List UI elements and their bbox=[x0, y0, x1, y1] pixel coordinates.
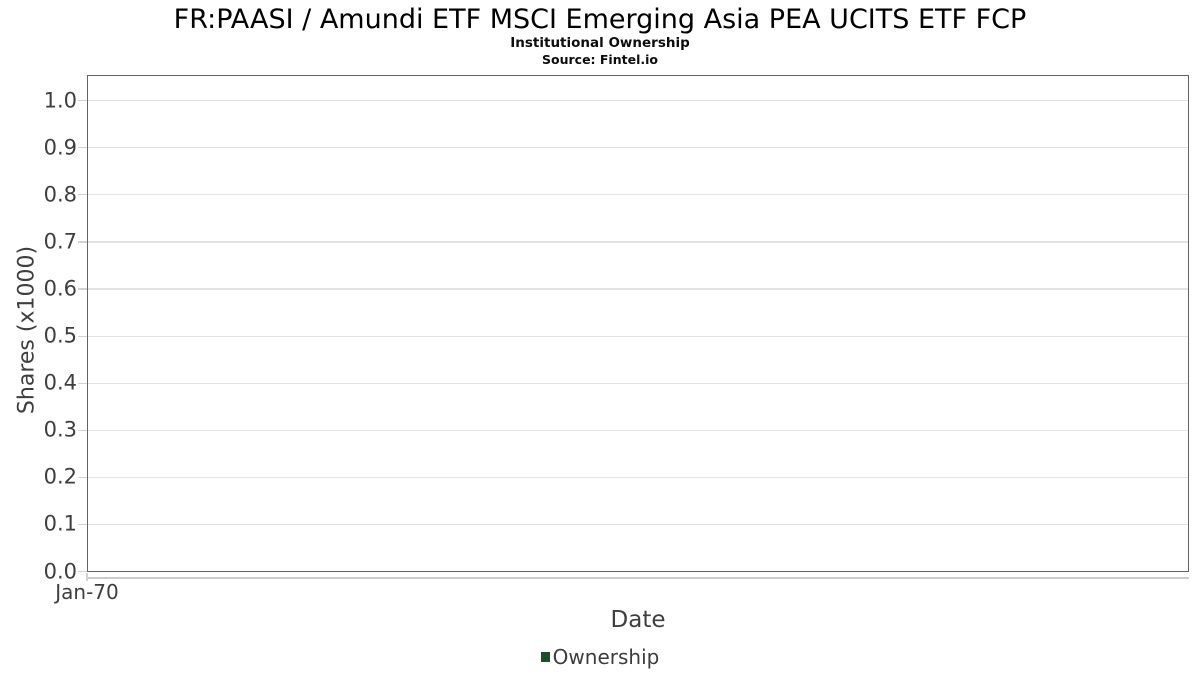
y-tick-mark bbox=[78, 429, 87, 431]
gridline bbox=[88, 335, 1188, 337]
y-tick-mark bbox=[78, 100, 87, 102]
y-tick-mark bbox=[78, 382, 87, 384]
x-axis-line bbox=[87, 577, 1189, 579]
y-tick-mark bbox=[78, 523, 87, 526]
x-axis-title: Date bbox=[610, 607, 666, 633]
y-tick-label: 0.8 bbox=[43, 182, 77, 207]
gridline bbox=[88, 147, 1188, 149]
chart-source: Source: Fintel.io bbox=[542, 52, 658, 67]
y-tick-label: 0.1 bbox=[43, 511, 77, 536]
gridline bbox=[88, 476, 1188, 479]
x-tick-mark bbox=[86, 573, 88, 581]
legend-label-ownership: Ownership bbox=[552, 645, 660, 669]
y-tick-mark bbox=[78, 476, 87, 479]
y-tick-label: 0.7 bbox=[43, 229, 77, 254]
gridline bbox=[88, 429, 1188, 431]
y-tick-mark bbox=[78, 194, 87, 196]
y-tick-mark bbox=[78, 147, 87, 149]
gridline bbox=[88, 100, 1188, 102]
y-tick-mark bbox=[78, 288, 87, 290]
y-tick-label: 0.2 bbox=[43, 464, 77, 489]
legend-marker-square-icon bbox=[540, 652, 550, 662]
plot-area bbox=[87, 75, 1189, 572]
y-tick-mark bbox=[78, 241, 87, 243]
chart-subtitle: Institutional Ownership bbox=[510, 35, 690, 51]
gridline bbox=[88, 194, 1188, 196]
legend-item-ownership: Ownership bbox=[540, 645, 660, 669]
y-tick-label: 0.0 bbox=[43, 559, 77, 584]
y-tick-label: 0.6 bbox=[43, 276, 77, 301]
y-tick-label: 1.0 bbox=[43, 88, 77, 113]
chart-title: FR:PAASI / Amundi ETF MSCI Emerging Asia… bbox=[173, 4, 1027, 35]
gridline bbox=[88, 241, 1188, 243]
y-tick-label: 0.5 bbox=[43, 323, 77, 348]
y-tick-label: 0.4 bbox=[43, 370, 77, 395]
y-tick-label: 0.9 bbox=[43, 135, 77, 160]
legend: Ownership bbox=[0, 645, 1200, 669]
y-tick-mark bbox=[78, 335, 87, 337]
y-tick-mark bbox=[78, 571, 87, 573]
x-tick-label: Jan-70 bbox=[55, 580, 119, 604]
y-tick-label: 0.3 bbox=[43, 417, 77, 442]
gridline bbox=[88, 288, 1188, 290]
gridline bbox=[88, 523, 1188, 526]
gridline bbox=[88, 382, 1188, 384]
